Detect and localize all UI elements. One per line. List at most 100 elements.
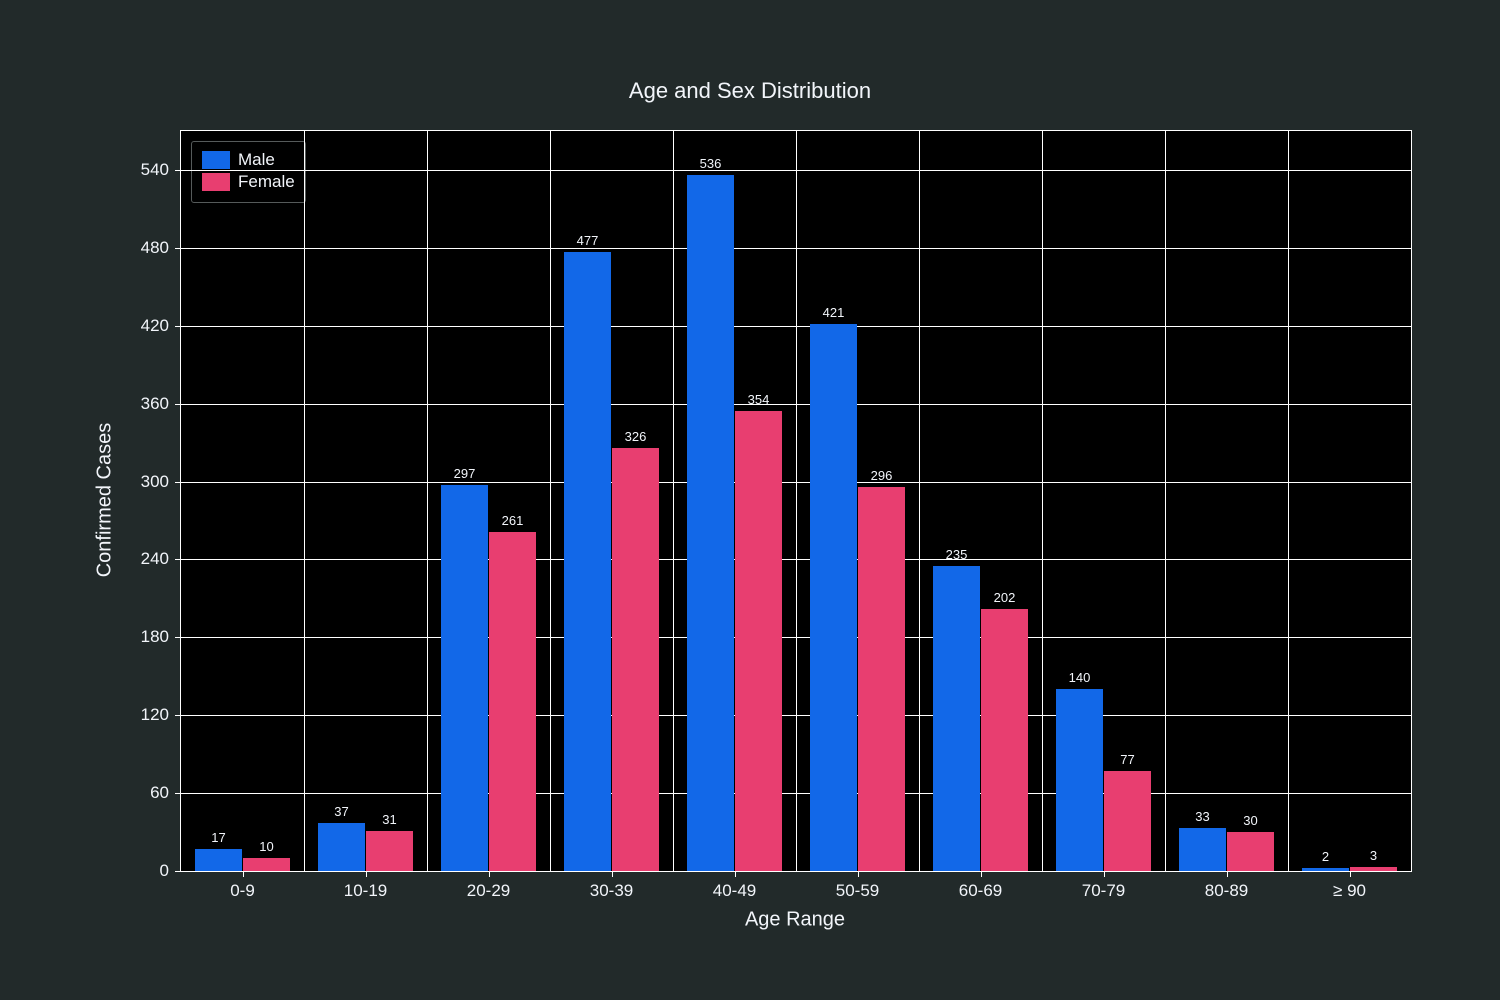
xtick-mark: [1104, 871, 1105, 877]
bar-value-label: 261: [502, 513, 524, 528]
xtick-mark: [981, 871, 982, 877]
bar-female[interactable]: [489, 532, 537, 871]
bar-male[interactable]: [933, 566, 981, 871]
bar-female[interactable]: [243, 858, 291, 871]
bar-female[interactable]: [858, 487, 906, 871]
grid-line-v: [427, 131, 428, 871]
legend-item-male[interactable]: Male: [202, 150, 295, 170]
bar-value-label: 140: [1069, 670, 1091, 685]
bar-value-label: 421: [823, 305, 845, 320]
y-axis-title: Confirmed Cases: [94, 423, 117, 578]
ytick-mark: [175, 326, 181, 327]
ytick-label: 480: [141, 238, 169, 258]
bar-male[interactable]: [441, 485, 489, 871]
ytick-label: 420: [141, 316, 169, 336]
bar-male[interactable]: [1056, 689, 1104, 871]
ytick-label: 540: [141, 160, 169, 180]
xtick-label: 10-19: [344, 881, 387, 901]
ytick-mark: [175, 248, 181, 249]
legend: Male Female: [191, 141, 306, 203]
xtick-mark: [858, 871, 859, 877]
xtick-label: ≥ 90: [1333, 881, 1366, 901]
ytick-mark: [175, 559, 181, 560]
xtick-label: 80-89: [1205, 881, 1248, 901]
bar-value-label: 296: [871, 468, 893, 483]
bar-value-label: 17: [211, 830, 225, 845]
bar-value-label: 235: [946, 547, 968, 562]
ytick-mark: [175, 482, 181, 483]
bar-male[interactable]: [564, 252, 612, 871]
bar-value-label: 77: [1120, 752, 1134, 767]
plot-area: Male Female 0601201802403003604204805400…: [180, 130, 1412, 872]
x-axis-title: Age Range: [745, 909, 845, 932]
ytick-label: 240: [141, 549, 169, 569]
bar-value-label: 37: [334, 804, 348, 819]
bar-value-label: 2: [1322, 849, 1329, 864]
bar-female[interactable]: [1350, 867, 1398, 871]
ytick-label: 60: [150, 783, 169, 803]
xtick-mark: [489, 871, 490, 877]
legend-swatch-male: [202, 151, 230, 169]
ytick-mark: [175, 871, 181, 872]
bar-male[interactable]: [1302, 868, 1350, 871]
bar-male[interactable]: [1179, 828, 1227, 871]
xtick-mark: [735, 871, 736, 877]
grid-line-v: [919, 131, 920, 871]
xtick-label: 20-29: [467, 881, 510, 901]
xtick-label: 30-39: [590, 881, 633, 901]
xtick-label: 70-79: [1082, 881, 1125, 901]
grid-line-v: [304, 131, 305, 871]
bar-female[interactable]: [1104, 771, 1152, 871]
bar-value-label: 477: [577, 233, 599, 248]
ytick-label: 0: [160, 861, 169, 881]
chart-title: Age and Sex Distribution: [0, 78, 1500, 104]
ytick-mark: [175, 637, 181, 638]
xtick-mark: [1227, 871, 1228, 877]
ytick-label: 120: [141, 705, 169, 725]
bar-value-label: 31: [382, 812, 396, 827]
xtick-label: 60-69: [959, 881, 1002, 901]
bar-female[interactable]: [612, 448, 660, 871]
ytick-mark: [175, 404, 181, 405]
xtick-mark: [1350, 871, 1351, 877]
grid-line-v: [1042, 131, 1043, 871]
bar-female[interactable]: [1227, 832, 1275, 871]
xtick-mark: [366, 871, 367, 877]
grid-line-v: [673, 131, 674, 871]
bar-value-label: 536: [700, 156, 722, 171]
legend-swatch-female: [202, 173, 230, 191]
bar-male[interactable]: [810, 324, 858, 871]
xtick-label: 50-59: [836, 881, 879, 901]
xtick-label: 0-9: [230, 881, 255, 901]
legend-label-male: Male: [238, 150, 275, 170]
xtick-label: 40-49: [713, 881, 756, 901]
ytick-label: 300: [141, 472, 169, 492]
bar-value-label: 10: [259, 839, 273, 854]
bar-value-label: 33: [1195, 809, 1209, 824]
grid-line-v: [550, 131, 551, 871]
bar-value-label: 326: [625, 429, 647, 444]
bar-female[interactable]: [981, 609, 1029, 871]
bar-male[interactable]: [687, 175, 735, 871]
legend-label-female: Female: [238, 172, 295, 192]
bar-female[interactable]: [735, 411, 783, 871]
xtick-mark: [612, 871, 613, 877]
ytick-label: 180: [141, 627, 169, 647]
bar-female[interactable]: [366, 831, 414, 871]
bar-value-label: 202: [994, 590, 1016, 605]
grid-line-v: [796, 131, 797, 871]
ytick-label: 360: [141, 394, 169, 414]
legend-item-female[interactable]: Female: [202, 172, 295, 192]
grid-line-v: [1165, 131, 1166, 871]
chart-container: Age and Sex Distribution Confirmed Cases…: [0, 0, 1500, 1000]
bar-value-label: 354: [748, 392, 770, 407]
bar-male[interactable]: [195, 849, 243, 871]
ytick-mark: [175, 793, 181, 794]
xtick-mark: [243, 871, 244, 877]
bar-value-label: 30: [1243, 813, 1257, 828]
ytick-mark: [175, 715, 181, 716]
bar-male[interactable]: [318, 823, 366, 871]
ytick-mark: [175, 170, 181, 171]
grid-line-v: [1288, 131, 1289, 871]
bar-value-label: 297: [454, 466, 476, 481]
